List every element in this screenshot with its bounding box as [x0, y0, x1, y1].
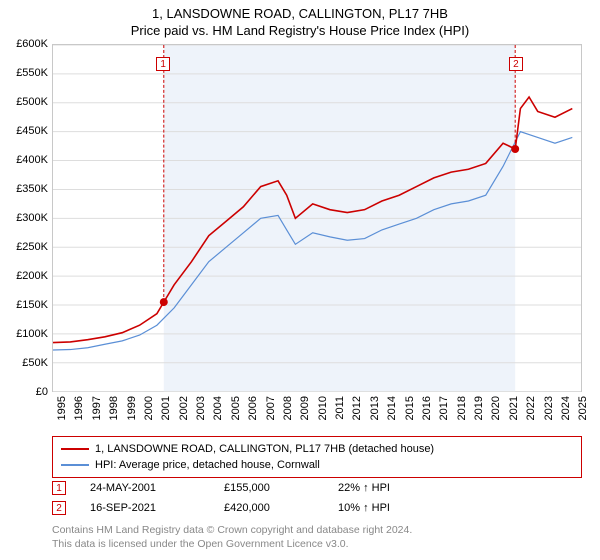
y-tick-label: £500K: [16, 96, 48, 108]
y-tick-label: £250K: [16, 241, 48, 253]
page-title: 1, LANSDOWNE ROAD, CALLINGTON, PL17 7HB: [0, 0, 600, 21]
x-tick-label: 1998: [108, 396, 120, 420]
chart-sale-marker-icon: 1: [156, 57, 170, 71]
x-tick-label: 1997: [91, 396, 103, 420]
y-tick-label: £150K: [16, 299, 48, 311]
legend-item: 1, LANSDOWNE ROAD, CALLINGTON, PL17 7HB …: [61, 441, 573, 457]
y-tick-label: £450K: [16, 125, 48, 137]
x-tick-label: 1999: [126, 396, 138, 420]
x-tick-label: 2005: [230, 396, 242, 420]
x-tick-label: 2020: [490, 396, 502, 420]
x-tick-label: 1995: [56, 396, 68, 420]
sale-delta: 22% ↑ HPI: [338, 482, 390, 494]
y-tick-label: £300K: [16, 212, 48, 224]
x-tick-label: 2018: [456, 396, 468, 420]
legend-item: HPI: Average price, detached house, Corn…: [61, 457, 573, 473]
x-tick-label: 2002: [178, 396, 190, 420]
y-tick-label: £0: [36, 386, 48, 398]
x-tick-label: 2011: [334, 396, 346, 420]
footer-line: Contains HM Land Registry data © Crown c…: [52, 524, 412, 538]
sale-date: 16-SEP-2021: [90, 502, 200, 514]
y-tick-label: £350K: [16, 183, 48, 195]
legend-label: 1, LANSDOWNE ROAD, CALLINGTON, PL17 7HB …: [95, 443, 434, 455]
x-tick-label: 2008: [282, 396, 294, 420]
chart-sale-marker-icon: 2: [509, 57, 523, 71]
page-subtitle: Price paid vs. HM Land Registry's House …: [0, 21, 600, 38]
y-tick-label: £550K: [16, 67, 48, 79]
x-tick-label: 2007: [265, 396, 277, 420]
x-tick-label: 2021: [508, 396, 520, 420]
x-tick-label: 2022: [525, 396, 537, 420]
sales-table: 1 24-MAY-2001 £155,000 22% ↑ HPI 2 16-SE…: [52, 478, 582, 518]
sale-marker-icon: 2: [52, 501, 66, 515]
legend-label: HPI: Average price, detached house, Corn…: [95, 459, 320, 471]
x-tick-label: 1996: [73, 396, 85, 420]
x-tick-label: 2015: [404, 396, 416, 420]
x-tick-label: 2001: [160, 396, 172, 420]
y-tick-label: £400K: [16, 154, 48, 166]
x-tick-label: 2012: [351, 396, 363, 420]
footer-line: This data is licensed under the Open Gov…: [52, 538, 412, 552]
footer-attribution: Contains HM Land Registry data © Crown c…: [52, 524, 412, 551]
x-tick-label: 2000: [143, 396, 155, 420]
sale-price: £155,000: [224, 482, 314, 494]
price-chart: [52, 44, 582, 392]
x-tick-label: 2013: [369, 396, 381, 420]
x-tick-label: 2004: [212, 396, 224, 420]
table-row: 1 24-MAY-2001 £155,000 22% ↑ HPI: [52, 478, 582, 498]
x-tick-label: 2023: [543, 396, 555, 420]
chart-container: 1, LANSDOWNE ROAD, CALLINGTON, PL17 7HB …: [0, 0, 600, 560]
y-tick-label: £600K: [16, 38, 48, 50]
chart-svg: [53, 45, 581, 392]
y-tick-label: £200K: [16, 270, 48, 282]
sale-delta: 10% ↑ HPI: [338, 502, 390, 514]
x-tick-label: 2006: [247, 396, 259, 420]
x-tick-label: 2014: [386, 396, 398, 420]
x-tick-label: 2017: [438, 396, 450, 420]
sale-price: £420,000: [224, 502, 314, 514]
legend-swatch: [61, 448, 89, 450]
y-tick-label: £100K: [16, 328, 48, 340]
table-row: 2 16-SEP-2021 £420,000 10% ↑ HPI: [52, 498, 582, 518]
x-tick-label: 2025: [577, 396, 589, 420]
x-tick-label: 2003: [195, 396, 207, 420]
y-tick-label: £50K: [22, 357, 48, 369]
x-tick-label: 2009: [299, 396, 311, 420]
x-tick-label: 2019: [473, 396, 485, 420]
x-tick-label: 2016: [421, 396, 433, 420]
x-tick-label: 2024: [560, 396, 572, 420]
legend: 1, LANSDOWNE ROAD, CALLINGTON, PL17 7HB …: [52, 436, 582, 478]
legend-swatch: [61, 464, 89, 466]
sale-date: 24-MAY-2001: [90, 482, 200, 494]
x-tick-label: 2010: [317, 396, 329, 420]
sale-marker-icon: 1: [52, 481, 66, 495]
